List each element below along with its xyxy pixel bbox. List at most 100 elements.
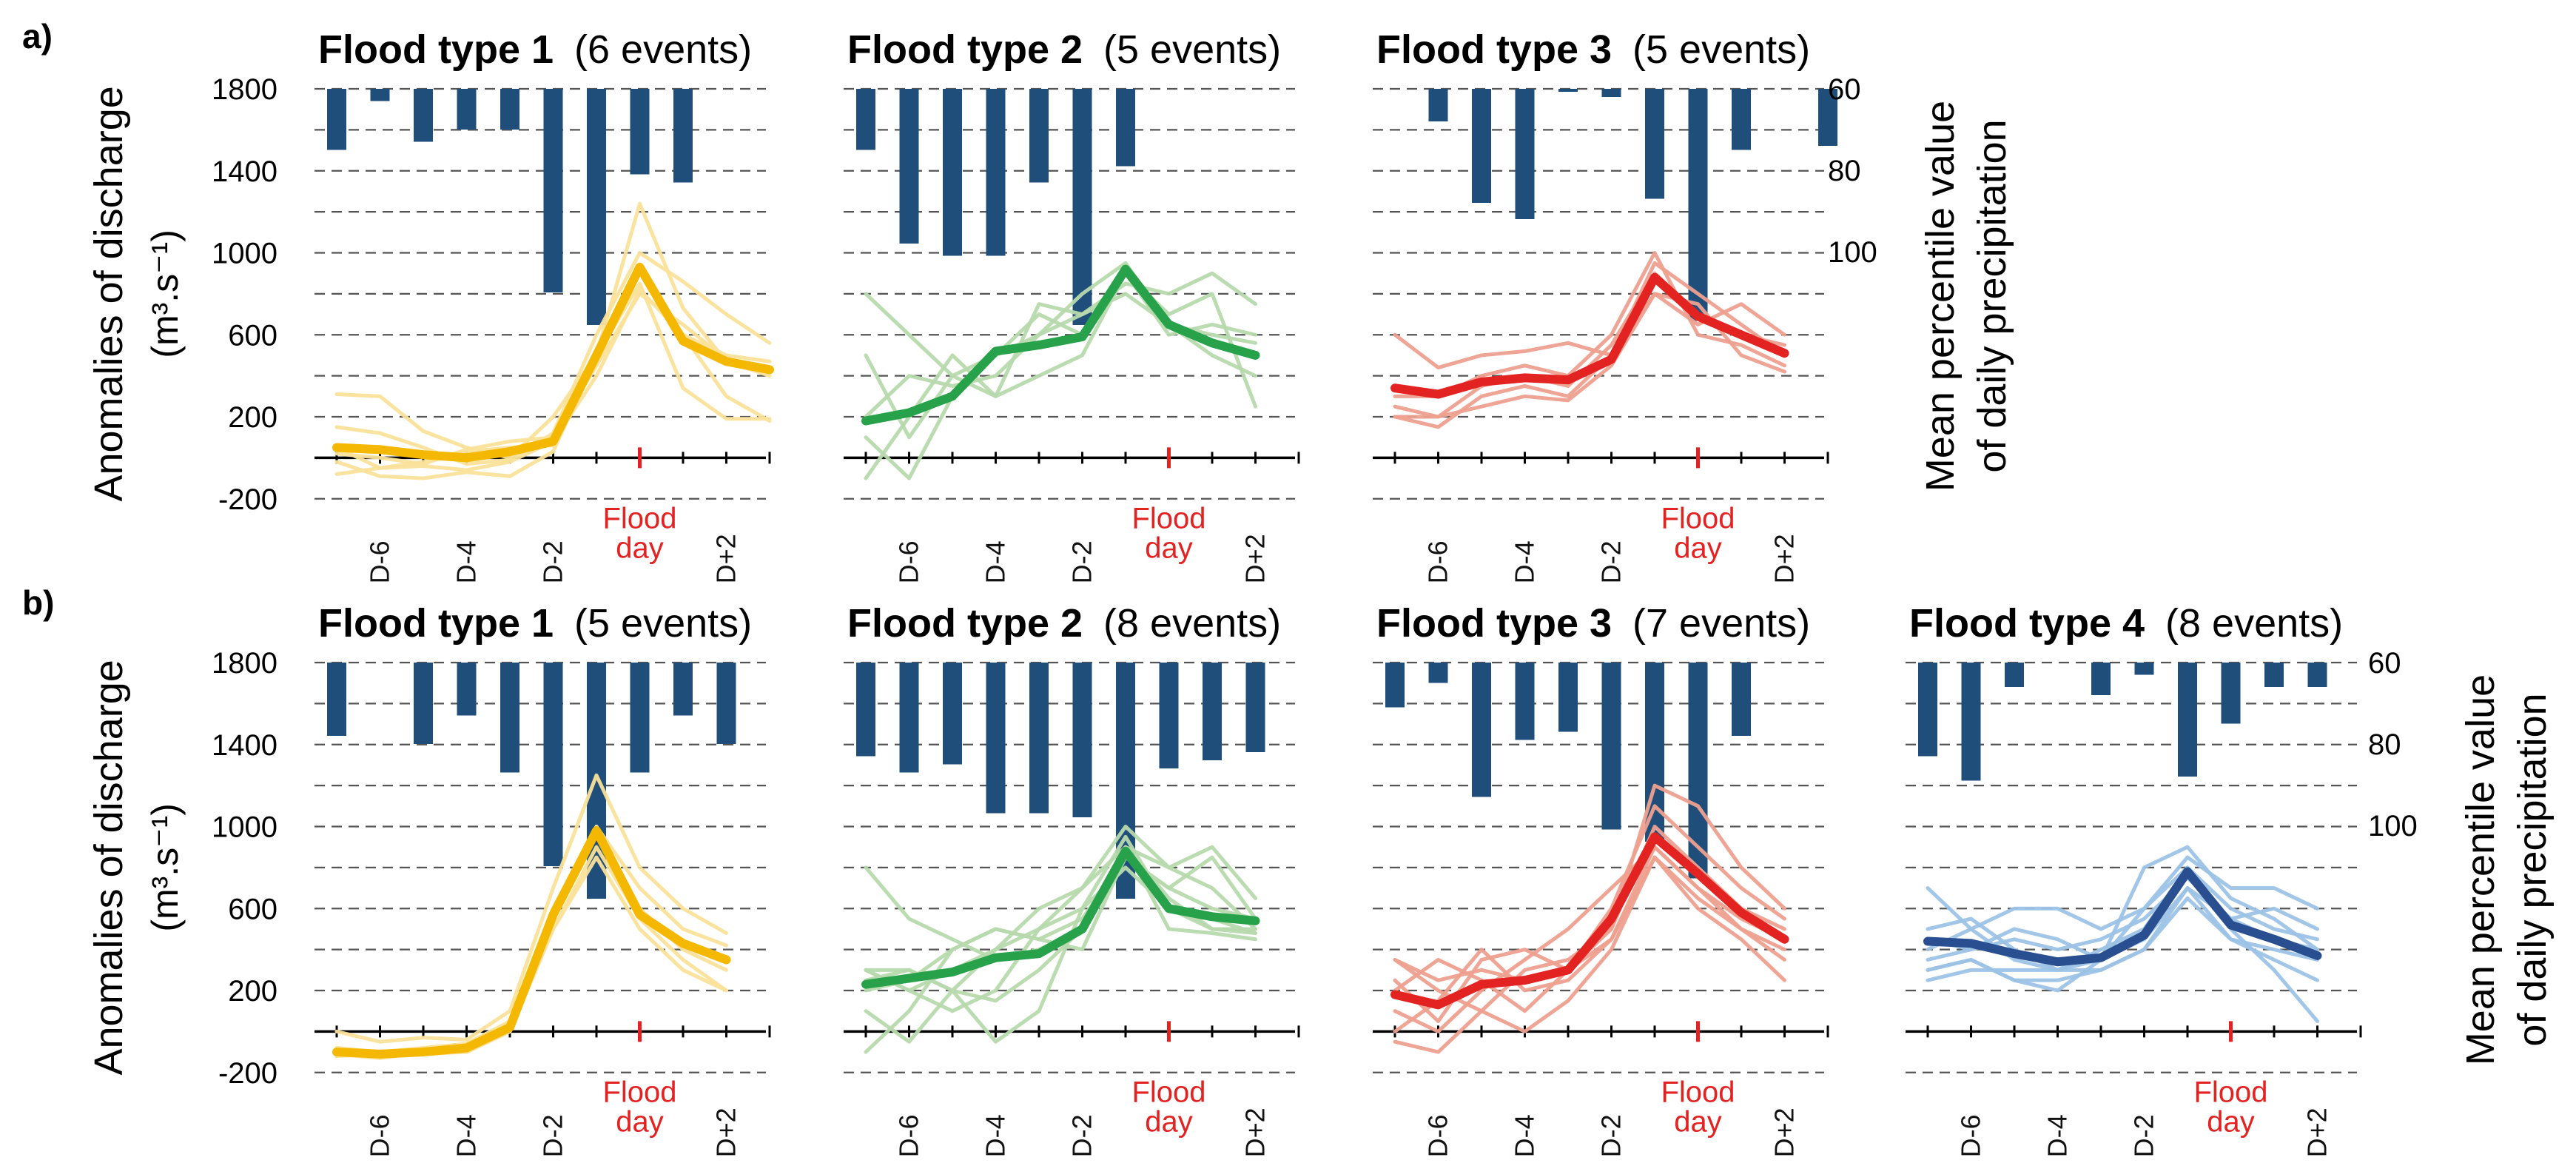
event-line [334,271,772,480]
precip-bar [1029,89,1049,183]
panel-a3: Flood type 3 (5 events) D-6 D-4 D-2 D+2 Floodd… [1373,27,1837,583]
x-tick-label: D-2 [1067,1114,1097,1157]
event-line [1393,855,1786,1054]
discharge-tick-label: 600 [228,893,278,925]
precip-bar [1245,663,1265,752]
mean-line [1390,832,1789,1010]
precip-bar [370,89,390,101]
precip-bar [1515,89,1535,219]
x-tick-label: D-4 [451,540,482,583]
x-tick-label: D+2 [1769,1107,1800,1157]
precip-bar [457,663,477,716]
precip-bar [500,663,519,773]
x-tick-label: D-6 [365,540,395,583]
flood-day-label: Flood [602,1076,676,1108]
precip-bar [1385,663,1405,708]
panel-title-type: Flood type 2 [847,27,1083,72]
x-tick-label: D-6 [1423,1114,1453,1157]
event-line [864,865,1257,1013]
precip-bar [899,89,919,244]
flood-day-label: day [1145,532,1193,564]
x-tick-label: D-6 [894,540,924,583]
precip-bar [1428,663,1448,683]
precip-tick-label: 80 [1828,155,1861,187]
y2-axis-label: Mean percentile value [2458,674,2503,1065]
precip-bar [1732,89,1751,150]
x-tick-label: D-4 [2042,1114,2073,1157]
x-tick-label: D-6 [365,1114,395,1157]
x-tick-label: D-4 [451,1114,482,1157]
panel-title: Flood type 1 (6 events) [318,27,752,72]
panel-title-events: (7 events) [1632,601,1810,646]
precip-bar [2178,663,2197,777]
panel-b3: Flood type 3 (7 events) D-6 D-4 D-2 D+2 Floodd… [1373,601,1829,1157]
x-tick-label: D-2 [1596,1114,1627,1157]
precip-bar [327,663,346,736]
precip-bar [457,89,477,130]
precip-bar [943,663,962,765]
x-tick-label: D+2 [2302,1107,2333,1157]
panel-title-type: Flood type 2 [847,601,1083,646]
event-line [1926,845,2319,962]
flood-day-label: day [1674,1105,1722,1138]
y-axis-unit: (m³.s⁻¹) [144,229,186,358]
precip-tick-label: 100 [2368,810,2418,842]
precip-tick-label: 100 [1828,236,1877,269]
mean-line [332,826,731,1059]
panel-title-type: Flood type 4 [1909,601,2145,646]
y-axis-label: Anomalies of discharge [87,86,131,501]
panel-title-events: (5 events) [574,601,752,646]
discharge-tick-label: -200 [218,1057,278,1090]
precip-bar [1072,663,1092,817]
x-tick-label: D+2 [711,1107,741,1157]
x-tick-label: D+2 [1240,1107,1271,1157]
precip-bar [1645,89,1664,199]
y-axis-unit: (m³.s⁻¹) [144,803,186,932]
precip-bar [716,663,736,744]
panel-title-type: Flood type 1 [318,601,554,646]
precip-bar [1472,663,1491,797]
precip-bar [1558,663,1578,732]
x-tick-label: D-2 [1596,540,1627,583]
y2-axis-label: of daily precipitation [1970,119,2014,472]
precip-bar [1818,89,1837,146]
precip-bar [500,89,519,130]
flood-day-label: Flood [1131,502,1205,534]
precip-bar [673,663,693,716]
precip-bar [1116,89,1135,167]
precip-bar [943,89,962,256]
precip-bar [856,663,875,757]
panel-title-events: (5 events) [1103,27,1281,72]
y-axis-label: Anomalies of discharge [87,660,131,1075]
panel-title-events: (5 events) [1632,27,1810,72]
discharge-tick-label: -200 [218,483,278,516]
precip-bar [1558,89,1578,92]
precip-bar [543,663,563,866]
panel-b1: Flood type 1 (5 events) D-6 D-4 D-2 D+2 Floodd… [315,601,771,1157]
flood-day-label: day [2207,1105,2255,1138]
y2-axis-label: of daily precipitation [2510,693,2555,1046]
event-line [864,261,1257,419]
event-line [1393,271,1786,419]
event-line [1393,845,1786,1033]
x-tick-label: D-4 [981,1114,1011,1157]
x-tick-label: D+2 [711,534,741,583]
panel-title-events: (8 events) [1103,601,1281,646]
event-line [334,773,728,1044]
event-line [1926,865,2319,972]
precip-bar [1732,663,1751,736]
precip-bar [587,89,606,325]
precip-bar [1072,89,1092,325]
precip-bar [414,89,433,142]
flood-day-label: day [616,1105,664,1138]
panel-title-events: (6 events) [574,27,752,72]
discharge-tick-label: 1800 [212,73,278,106]
panel-title: Flood type 3 (5 events) [1376,27,1810,72]
event-line [334,825,728,1054]
x-tick-label: D-2 [1067,540,1097,583]
flood-day-label: day [1674,532,1722,564]
flood-day-label: Flood [2193,1076,2267,1108]
flood-day-label: Flood [1661,1076,1735,1108]
event-line [864,271,1257,440]
precip-bar [986,89,1006,256]
